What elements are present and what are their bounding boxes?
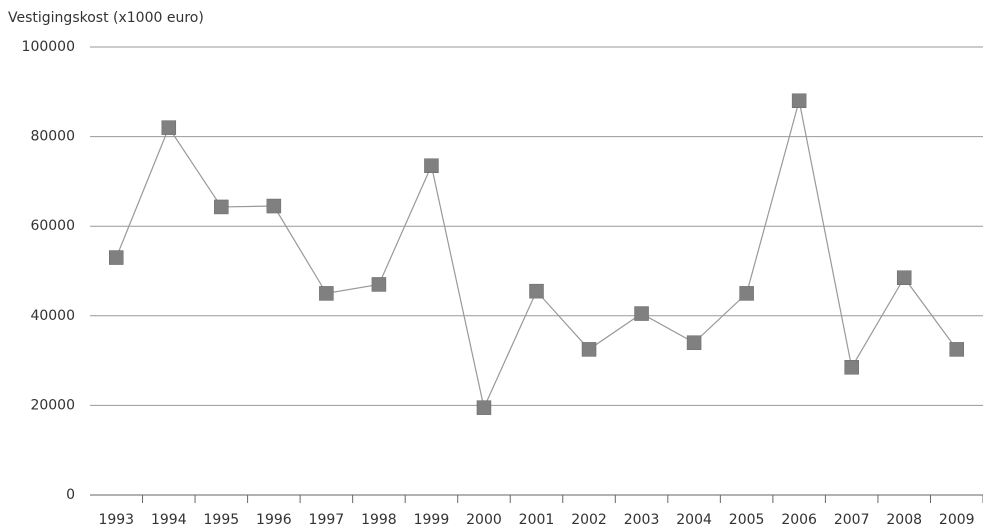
x-tick-label: 2009 — [939, 512, 975, 528]
marker — [214, 199, 229, 215]
marker — [529, 283, 544, 299]
x-tick-label: 2003 — [624, 512, 660, 528]
marker — [266, 198, 282, 214]
marker — [319, 286, 334, 301]
marker — [686, 335, 702, 350]
x-tick-label: 1993 — [98, 512, 134, 528]
marker — [424, 158, 439, 173]
y-tick-label: 60000 — [30, 218, 75, 234]
marker — [371, 277, 387, 292]
x-tick-label: 1997 — [309, 512, 345, 528]
x-tick-label: 2008 — [886, 512, 922, 528]
y-tick-label: 100000 — [22, 39, 75, 55]
x-tick-label: 2004 — [676, 512, 712, 528]
marker — [739, 286, 754, 301]
y-tick-label: 0 — [66, 487, 75, 503]
x-tick-label: 1998 — [361, 512, 397, 528]
x-tick-label: 2007 — [834, 512, 870, 528]
x-tick-label: 1999 — [414, 512, 450, 528]
x-tick-label: 2001 — [519, 512, 555, 528]
marker — [949, 342, 964, 357]
marker — [161, 120, 177, 135]
y-tick-label: 40000 — [30, 308, 75, 324]
marker — [896, 270, 912, 285]
y-tick-label: 20000 — [30, 397, 75, 413]
marker — [634, 306, 649, 321]
y-axis-label: Vestigingskost (x1000 euro) — [8, 10, 204, 26]
marker — [476, 400, 492, 415]
y-tick-label: 80000 — [30, 129, 75, 145]
x-tick-label: 2006 — [781, 512, 817, 528]
x-tick-label: 2005 — [729, 512, 765, 528]
x-tick-label: 2002 — [571, 512, 607, 528]
x-tick-label: 1994 — [151, 512, 187, 528]
x-tick-label: 1996 — [256, 512, 292, 528]
marker — [844, 360, 859, 375]
marker — [109, 250, 124, 265]
x-tick-label: 1995 — [204, 512, 240, 528]
marker — [791, 93, 807, 109]
series-line — [115, 100, 958, 410]
x-tick-label: 2000 — [466, 512, 502, 528]
marker — [581, 342, 597, 357]
